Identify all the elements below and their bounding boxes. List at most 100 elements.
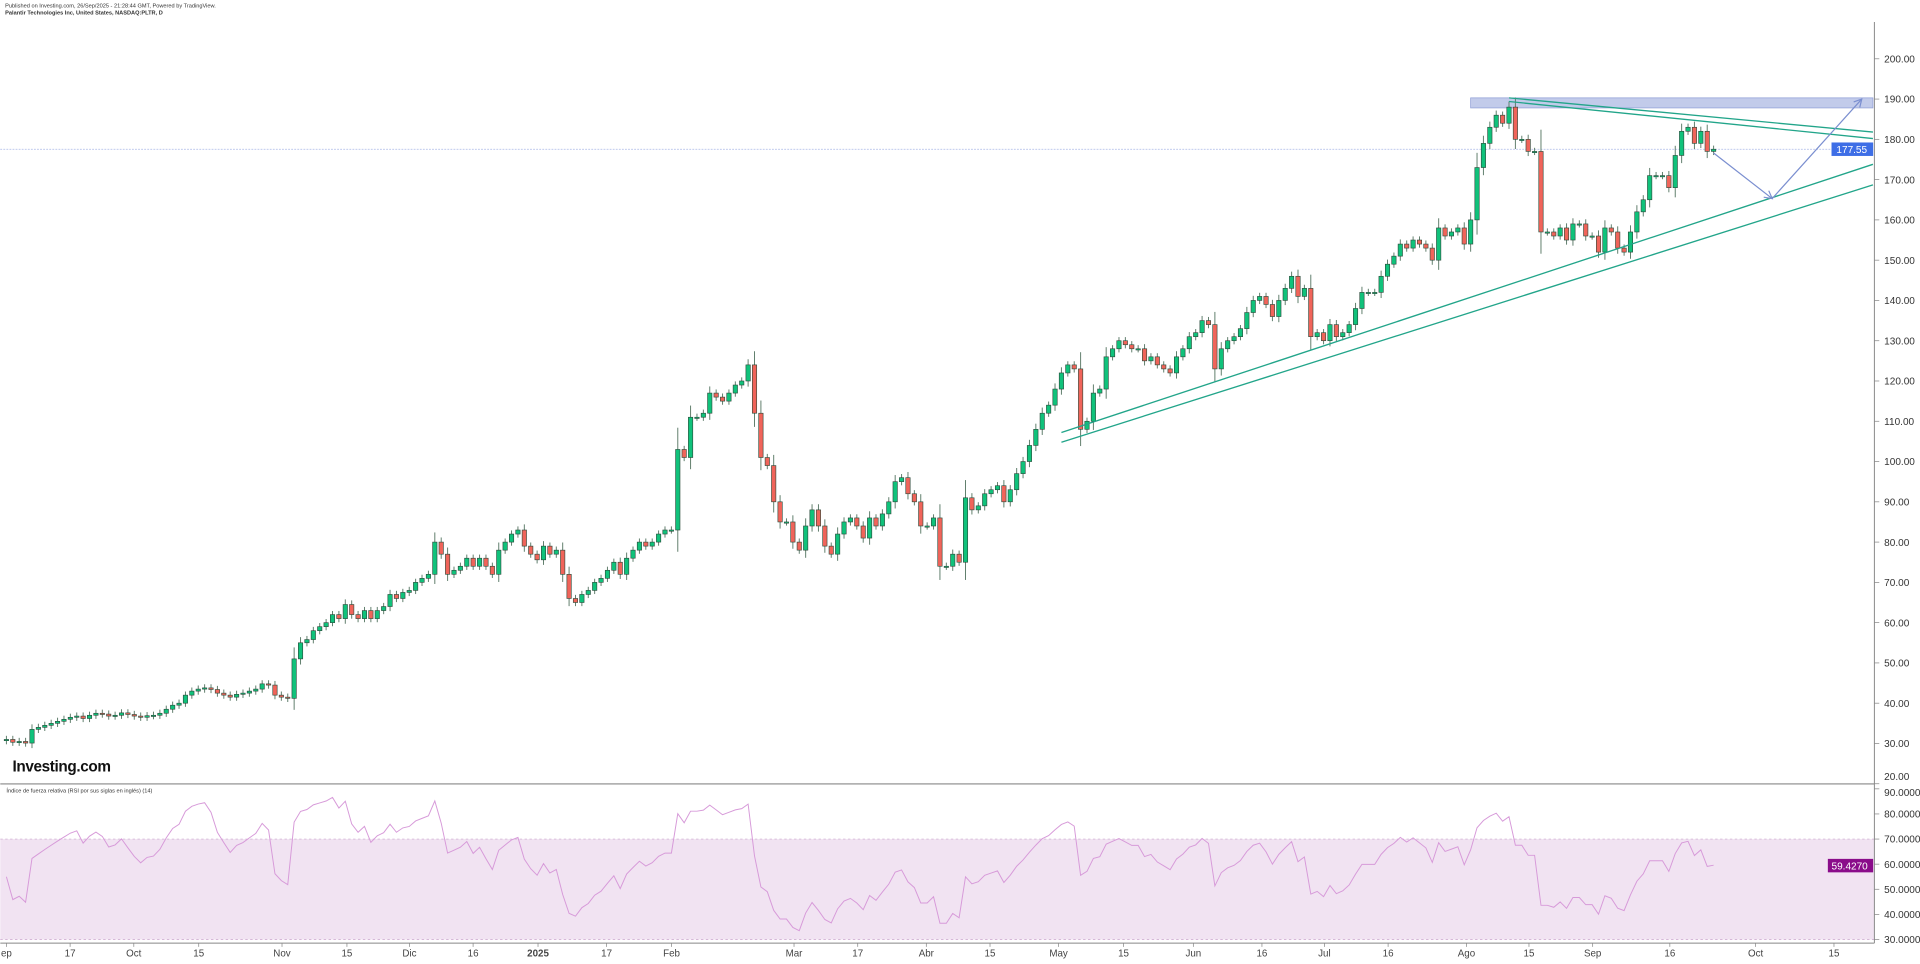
candle-body-up	[291, 658, 297, 699]
candle-body-up	[1250, 300, 1256, 313]
candle	[835, 527, 841, 561]
candle	[1154, 353, 1160, 369]
candle	[1237, 325, 1243, 341]
time-axis[interactable]: ep 17 Oct 15 Nov 15 Dic 16 2025 17 Feb Mar 17 Abr 15 Ma…	[1, 943, 1840, 960]
candle-body-up	[451, 569, 457, 575]
resistance-zone[interactable]	[1470, 97, 1874, 109]
candle-body-up	[700, 412, 706, 418]
candle-body-up	[112, 714, 118, 717]
candle	[572, 594, 578, 607]
price-tick-label: 110.00	[1884, 417, 1914, 428]
candle	[1627, 225, 1633, 259]
candle-body-up	[1493, 114, 1499, 128]
candle-body-down	[470, 557, 476, 567]
candle-body-up	[419, 578, 425, 583]
candle-body-up	[867, 517, 873, 539]
candle-body-up	[1659, 175, 1665, 178]
candle	[604, 566, 610, 582]
candle-body-down	[208, 687, 214, 690]
last-price-badge: 177.55	[1831, 142, 1874, 156]
time-tick-label: Dic	[402, 949, 416, 960]
candle-body-down	[560, 549, 566, 575]
price-tick-label: 90.00	[1884, 497, 1910, 508]
trendline[interactable]	[1508, 100, 1874, 140]
candle-body-up	[656, 533, 662, 543]
candle-body-down	[266, 683, 272, 686]
candle-body-up	[1378, 275, 1384, 293]
candle-body-down	[918, 501, 924, 527]
candle	[1161, 361, 1167, 373]
candle	[777, 495, 783, 529]
candle	[1269, 299, 1275, 322]
candle-body-up	[1685, 126, 1691, 132]
candle	[847, 514, 853, 526]
candle	[1321, 329, 1327, 345]
candle	[579, 590, 585, 607]
price-tick-label: 120.00	[1884, 377, 1915, 388]
candle-body-up	[675, 449, 681, 531]
price-tick-label: 180.00	[1884, 135, 1915, 146]
candle	[1519, 135, 1525, 143]
time-tick-label: 15	[1118, 949, 1129, 960]
candle-body-up	[1468, 219, 1474, 245]
candle	[323, 619, 329, 631]
candle-body-down	[643, 541, 649, 547]
candle	[189, 687, 195, 699]
candle-body-up	[16, 741, 22, 743]
candle	[943, 562, 949, 570]
candle	[1078, 352, 1084, 447]
candle-body-up	[611, 561, 617, 571]
candle	[176, 699, 182, 709]
candle-body-up	[387, 594, 393, 607]
time-tick-label: 16	[468, 949, 479, 960]
candle	[208, 684, 214, 694]
candle	[668, 526, 674, 534]
candle-body-down	[10, 739, 16, 743]
candle-body-down	[1615, 231, 1621, 249]
candle	[758, 400, 764, 471]
candle	[1359, 286, 1365, 315]
candle	[822, 519, 828, 553]
candle	[1391, 252, 1397, 268]
candle	[1423, 240, 1429, 252]
candle-body-up	[1058, 372, 1064, 390]
candle-body-up	[553, 549, 559, 555]
candle-body-up	[1698, 130, 1704, 144]
candle	[1429, 243, 1435, 265]
candle-body-up	[1110, 348, 1116, 358]
candle-body-up	[163, 708, 169, 714]
candle	[1576, 220, 1582, 228]
candle	[1672, 145, 1678, 198]
candle-body-up	[1519, 139, 1525, 141]
trendline[interactable]	[1061, 184, 1874, 443]
candle	[1416, 236, 1422, 248]
candle	[413, 578, 419, 595]
candle	[1097, 385, 1103, 397]
candle-body-up	[1532, 151, 1538, 153]
candle	[355, 610, 361, 623]
candle-body-down	[106, 713, 112, 717]
trendline[interactable]	[1061, 163, 1874, 434]
candle	[1020, 456, 1026, 479]
candle-body-down	[1564, 227, 1570, 241]
candle-body-down	[681, 449, 687, 458]
candle	[87, 711, 93, 723]
trendline[interactable]	[1508, 97, 1874, 133]
candle-body-up	[988, 489, 994, 495]
price-axis[interactable]: 20.00 30.00 40.00 50.00 60.00 70.00 80.00 90.00…	[1831, 54, 1916, 785]
candle-body-up	[259, 683, 265, 690]
candle	[1583, 219, 1589, 241]
candle-body-up	[1634, 211, 1640, 233]
candle-body-up	[739, 380, 745, 386]
time-tick-label: 17	[852, 949, 863, 960]
candle	[867, 511, 873, 545]
candle	[1634, 205, 1640, 239]
candle	[860, 521, 866, 543]
candle-body-up	[1020, 461, 1026, 474]
candle-body-down	[720, 396, 726, 402]
rsi-axis[interactable]: 30.0000 40.0000 50.0000 60.0000 70.0000 80.00…	[1827, 788, 1920, 946]
rsi-tick-label: 70.0000	[1884, 835, 1920, 846]
candle-body-up	[1576, 223, 1582, 226]
candle	[1410, 236, 1416, 252]
